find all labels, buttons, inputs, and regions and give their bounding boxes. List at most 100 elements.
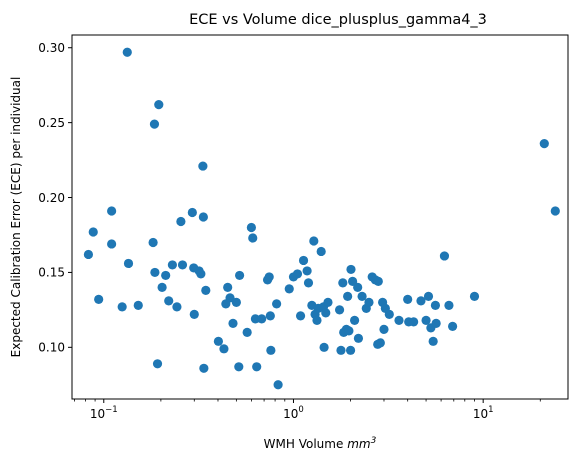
data-point <box>379 324 389 334</box>
data-point <box>201 285 211 295</box>
data-point <box>343 291 353 301</box>
data-point <box>309 236 319 246</box>
data-point <box>444 300 454 310</box>
data-point <box>150 267 160 278</box>
data-point <box>167 260 177 270</box>
axes-frame <box>71 34 569 400</box>
data-point <box>539 139 549 149</box>
y-axis: 0.10 0.15 0.20 0.25 0.30 <box>38 41 72 355</box>
data-point <box>198 212 208 222</box>
y-tick-label: 0.30 <box>38 41 65 55</box>
data-point <box>198 161 208 171</box>
data-point <box>423 291 434 301</box>
data-point <box>148 237 158 248</box>
x-axis-label-unit: mm <box>347 437 370 451</box>
data-point <box>176 216 186 227</box>
data-point <box>373 276 383 287</box>
data-point <box>107 239 117 249</box>
data-point <box>250 314 261 324</box>
x-axis-label-text: WMH Volume <box>264 437 348 451</box>
data-point <box>272 299 282 309</box>
data-point <box>336 345 346 355</box>
x-tick-label: 10−1 <box>90 405 118 421</box>
data-point <box>94 294 104 304</box>
data-point <box>430 300 441 310</box>
data-point <box>316 246 326 257</box>
data-point <box>177 260 188 270</box>
data-point <box>292 269 303 279</box>
x-axis-label: WMH Volume mm3 <box>264 436 377 451</box>
data-point <box>357 291 367 301</box>
data-point <box>384 309 394 319</box>
data-point <box>133 300 143 310</box>
data-point <box>416 296 426 306</box>
data-point <box>123 258 134 269</box>
data-point <box>189 309 199 319</box>
data-point <box>334 305 345 315</box>
data-point <box>375 338 385 348</box>
data-point <box>298 255 309 266</box>
x-tick-label: 100 <box>283 405 304 421</box>
data-point <box>152 359 163 369</box>
data-point <box>350 315 360 325</box>
chart-title: ECE vs Volume dice_plusplus_gamma4_3 <box>189 12 487 28</box>
y-tick-label: 0.10 <box>38 341 65 355</box>
data-point <box>219 344 229 354</box>
data-point <box>348 276 358 287</box>
data-point <box>302 266 312 276</box>
x-axis-label-exponent: 3 <box>371 436 377 446</box>
data-point <box>161 270 171 281</box>
data-point <box>321 308 331 318</box>
data-point <box>149 119 160 129</box>
data-point <box>550 206 560 216</box>
data-point <box>345 345 356 355</box>
data-point <box>154 100 164 110</box>
data-point <box>122 47 132 57</box>
data-point <box>338 278 348 288</box>
data-point <box>234 362 244 372</box>
x-tick-label: 101 <box>473 405 494 421</box>
data-point <box>88 227 98 237</box>
plot-area <box>83 47 560 390</box>
y-axis-label: Expected Calibration Error (ECE) per ind… <box>9 77 23 358</box>
data-point <box>266 345 276 355</box>
data-point <box>223 282 233 292</box>
data-point <box>199 363 209 373</box>
data-point <box>252 362 262 372</box>
data-point <box>319 342 329 352</box>
data-point <box>421 315 431 325</box>
data-point <box>428 336 438 346</box>
data-point <box>196 269 206 279</box>
data-point <box>264 272 274 282</box>
y-tick-label: 0.20 <box>38 191 65 205</box>
data-point <box>228 318 238 328</box>
data-point <box>394 315 404 325</box>
y-tick-label: 0.25 <box>38 116 65 130</box>
data-point <box>172 302 182 312</box>
data-point <box>409 317 419 327</box>
data-point <box>242 327 252 337</box>
data-point <box>107 206 117 216</box>
data-point <box>448 321 458 331</box>
data-point <box>265 311 275 321</box>
data-point <box>295 311 306 321</box>
data-point <box>346 264 356 275</box>
data-point <box>235 270 245 281</box>
data-point <box>231 297 241 307</box>
data-point <box>312 315 322 325</box>
data-point <box>257 314 267 324</box>
data-point <box>353 333 364 343</box>
data-point <box>431 318 441 328</box>
data-point <box>248 233 258 243</box>
data-point <box>344 326 354 336</box>
data-point <box>403 294 413 304</box>
data-point <box>273 380 283 390</box>
data-point <box>187 207 197 218</box>
data-point <box>83 249 94 260</box>
data-point <box>469 291 480 301</box>
data-point <box>439 251 450 261</box>
data-point <box>364 297 374 307</box>
y-tick-label: 0.15 <box>38 266 65 280</box>
data-point <box>303 278 314 288</box>
